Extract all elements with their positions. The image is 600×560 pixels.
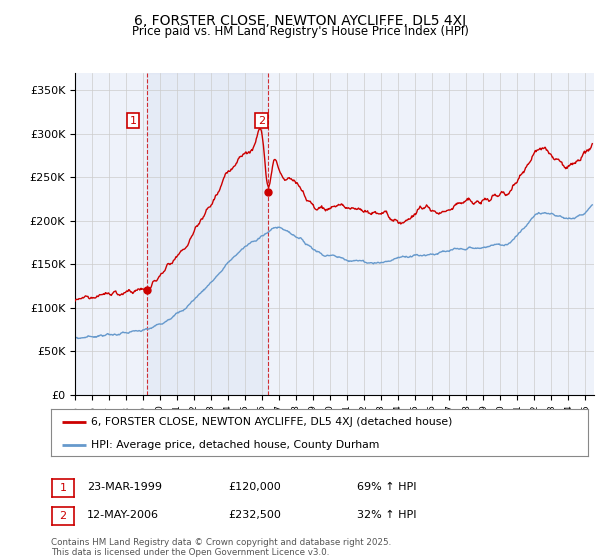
Text: 1: 1 [130, 116, 137, 125]
Text: 2: 2 [59, 511, 67, 521]
Text: HPI: Average price, detached house, County Durham: HPI: Average price, detached house, Coun… [91, 440, 380, 450]
Text: 32% ↑ HPI: 32% ↑ HPI [357, 510, 416, 520]
Text: 6, FORSTER CLOSE, NEWTON AYCLIFFE, DL5 4XJ (detached house): 6, FORSTER CLOSE, NEWTON AYCLIFFE, DL5 4… [91, 417, 452, 427]
Bar [147, 73, 268, 395]
Text: 23-MAR-1999: 23-MAR-1999 [87, 482, 162, 492]
Text: 69% ↑ HPI: 69% ↑ HPI [357, 482, 416, 492]
Text: £120,000: £120,000 [228, 482, 281, 492]
Text: 12-MAY-2006: 12-MAY-2006 [87, 510, 159, 520]
Text: 6, FORSTER CLOSE, NEWTON AYCLIFFE, DL5 4XJ: 6, FORSTER CLOSE, NEWTON AYCLIFFE, DL5 4… [134, 14, 466, 28]
Text: Contains HM Land Registry data © Crown copyright and database right 2025.
This d: Contains HM Land Registry data © Crown c… [51, 538, 391, 557]
Text: 2: 2 [258, 116, 265, 125]
Text: Price paid vs. HM Land Registry's House Price Index (HPI): Price paid vs. HM Land Registry's House … [131, 25, 469, 38]
Text: £232,500: £232,500 [228, 510, 281, 520]
Text: 1: 1 [59, 483, 67, 493]
